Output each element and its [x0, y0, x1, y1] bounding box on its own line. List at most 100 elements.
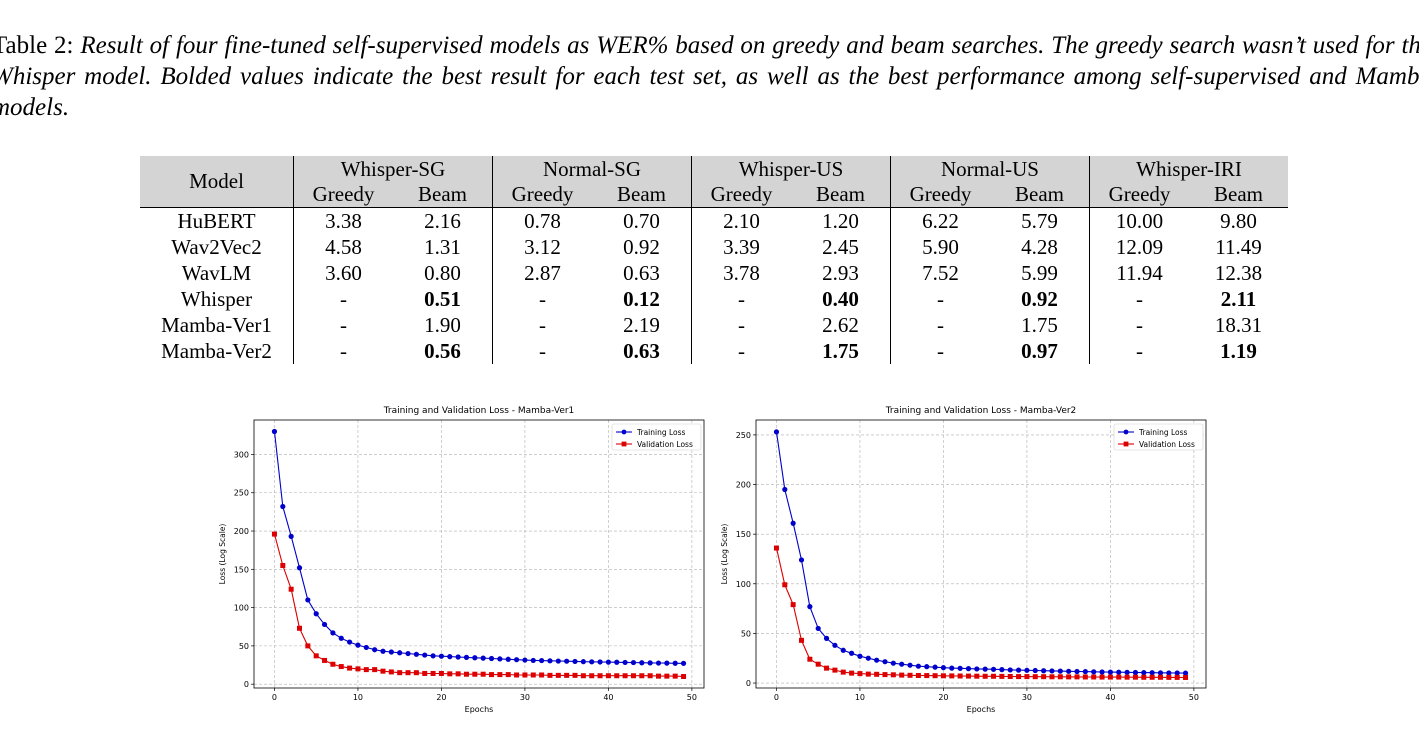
wer-cell: 5.99	[990, 260, 1090, 286]
chart-title: Training and Validation Loss - Mamba-Ver…	[383, 406, 575, 416]
legend-label: Validation Loss	[1139, 440, 1195, 449]
data-point	[397, 670, 403, 676]
data-point	[907, 672, 913, 678]
data-point	[505, 672, 511, 678]
header-group: Whisper-US	[691, 156, 891, 182]
header-greedy: Greedy	[1108, 182, 1171, 206]
data-point	[823, 635, 830, 641]
data-point	[280, 562, 286, 568]
data-point	[589, 659, 595, 665]
data-point	[438, 670, 444, 676]
data-point	[1099, 674, 1105, 680]
wer-cell: 0.78	[524, 208, 561, 233]
data-point	[1074, 668, 1080, 675]
data-point	[455, 654, 461, 660]
wer-cell: 1.75	[791, 338, 891, 364]
legend-marker	[621, 441, 627, 447]
data-point	[580, 673, 586, 679]
data-point	[1066, 674, 1072, 680]
data-point	[572, 672, 578, 678]
wer-cell: -	[539, 312, 546, 337]
wer-cell: 5.90	[922, 234, 959, 259]
data-point	[840, 669, 846, 675]
data-point	[965, 666, 972, 672]
data-point	[815, 625, 821, 632]
data-point	[1166, 674, 1172, 680]
data-point	[982, 673, 988, 679]
data-point	[899, 661, 905, 667]
table-row: HuBERT 3.38 2.16 0.78 0.70 2.10 1.20 6.22 5.79 10…	[140, 207, 1288, 234]
loss-chart-mamba-ver1: Training and Validation Loss - Mamba-Ver…	[210, 400, 710, 720]
wer-cell: -	[937, 286, 944, 311]
wer-cell: 0.80	[393, 260, 493, 286]
data-point	[422, 670, 428, 676]
header-group: Normal-SG	[492, 156, 692, 182]
data-point	[397, 650, 403, 656]
data-point	[1141, 670, 1147, 676]
y-tick-label: 50	[741, 629, 751, 638]
header-beam: Beam	[592, 182, 692, 208]
data-point	[480, 671, 486, 677]
data-point	[463, 654, 470, 660]
wer-cell: 10.00	[1115, 208, 1164, 233]
wer-cell: 1.90	[393, 312, 493, 338]
x-tick-label: 40	[1105, 693, 1115, 702]
data-point	[840, 647, 846, 653]
wer-cell: 0.97	[990, 338, 1090, 364]
data-point	[614, 659, 620, 665]
wer-cell: 18.31	[1214, 312, 1263, 337]
data-point	[288, 586, 294, 592]
legend-label: Training Loss	[1138, 428, 1188, 437]
data-point	[630, 673, 636, 679]
data-point	[957, 673, 963, 679]
wer-cell: 2.16	[393, 207, 493, 234]
data-point	[680, 660, 687, 666]
data-point	[530, 672, 536, 678]
data-point	[280, 503, 286, 510]
wer-cell: 3.38	[325, 208, 362, 233]
series-line	[273, 533, 684, 678]
wer-cell: 0.92	[592, 234, 692, 260]
data-point	[305, 643, 311, 649]
data-point	[832, 642, 838, 648]
y-tick-label: 0	[244, 680, 249, 689]
wer-cell: -	[738, 286, 745, 311]
data-point	[355, 642, 361, 648]
data-point	[547, 672, 553, 678]
data-point	[497, 672, 503, 678]
data-point	[1141, 674, 1147, 680]
wer-cell: -	[1136, 286, 1143, 311]
data-point	[522, 657, 528, 663]
x-tick-label: 10	[855, 693, 865, 702]
wer-cell: 12.09	[1115, 234, 1164, 259]
data-point	[555, 672, 561, 678]
data-point	[372, 667, 378, 673]
x-tick-label: 10	[353, 693, 363, 702]
legend-marker	[1123, 429, 1129, 435]
data-point	[1107, 669, 1114, 675]
data-point	[1149, 674, 1155, 680]
data-point	[982, 666, 988, 672]
data-point	[614, 673, 620, 679]
data-point	[346, 639, 353, 645]
data-point	[865, 671, 871, 677]
data-point	[455, 671, 461, 677]
data-point	[1066, 668, 1072, 674]
wer-cell: -	[340, 312, 347, 337]
legend-marker	[1123, 441, 1129, 447]
data-point	[589, 673, 595, 679]
data-point	[848, 650, 855, 656]
data-point	[965, 673, 971, 679]
data-point	[313, 653, 319, 659]
data-point	[974, 673, 980, 679]
x-tick-label: 0	[774, 693, 779, 702]
wer-cell: 9.80	[1220, 208, 1257, 233]
header-beam: Beam	[1214, 182, 1263, 206]
data-point	[463, 671, 469, 677]
series-line	[775, 547, 1186, 679]
series-line	[775, 431, 1186, 674]
data-point	[447, 671, 453, 677]
wer-cell: 2.19	[592, 312, 692, 338]
data-point	[1074, 674, 1080, 680]
wer-cell: 0.56	[393, 338, 493, 364]
